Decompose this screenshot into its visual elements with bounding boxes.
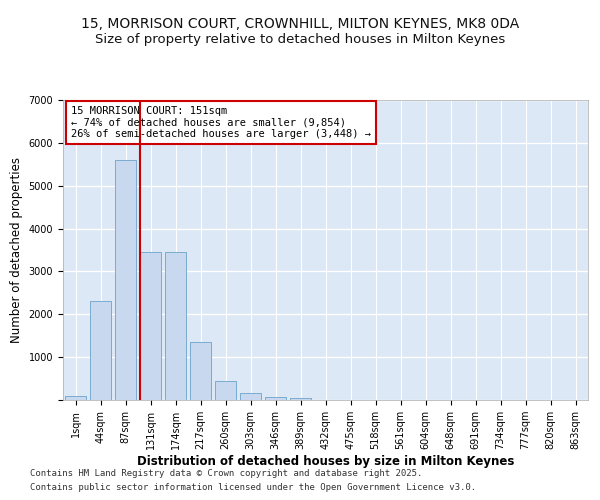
Bar [65, 396, 86, 400]
Text: Contains public sector information licensed under the Open Government Licence v3: Contains public sector information licen… [30, 484, 476, 492]
Bar [90, 302, 111, 400]
Text: 15, MORRISON COURT, CROWNHILL, MILTON KEYNES, MK8 0DA: 15, MORRISON COURT, CROWNHILL, MILTON KE… [81, 18, 519, 32]
Text: 15 MORRISON COURT: 151sqm
← 74% of detached houses are smaller (9,854)
26% of se: 15 MORRISON COURT: 151sqm ← 74% of detac… [71, 106, 371, 139]
Bar [290, 398, 311, 400]
Bar [215, 380, 236, 400]
Text: Size of property relative to detached houses in Milton Keynes: Size of property relative to detached ho… [95, 32, 505, 46]
Text: Contains HM Land Registry data © Crown copyright and database right 2025.: Contains HM Land Registry data © Crown c… [30, 468, 422, 477]
Bar [190, 342, 211, 400]
Bar [265, 396, 286, 400]
Bar [115, 160, 136, 400]
Bar [140, 252, 161, 400]
X-axis label: Distribution of detached houses by size in Milton Keynes: Distribution of detached houses by size … [137, 455, 514, 468]
Y-axis label: Number of detached properties: Number of detached properties [10, 157, 23, 343]
Bar [240, 392, 261, 400]
Bar [165, 252, 186, 400]
